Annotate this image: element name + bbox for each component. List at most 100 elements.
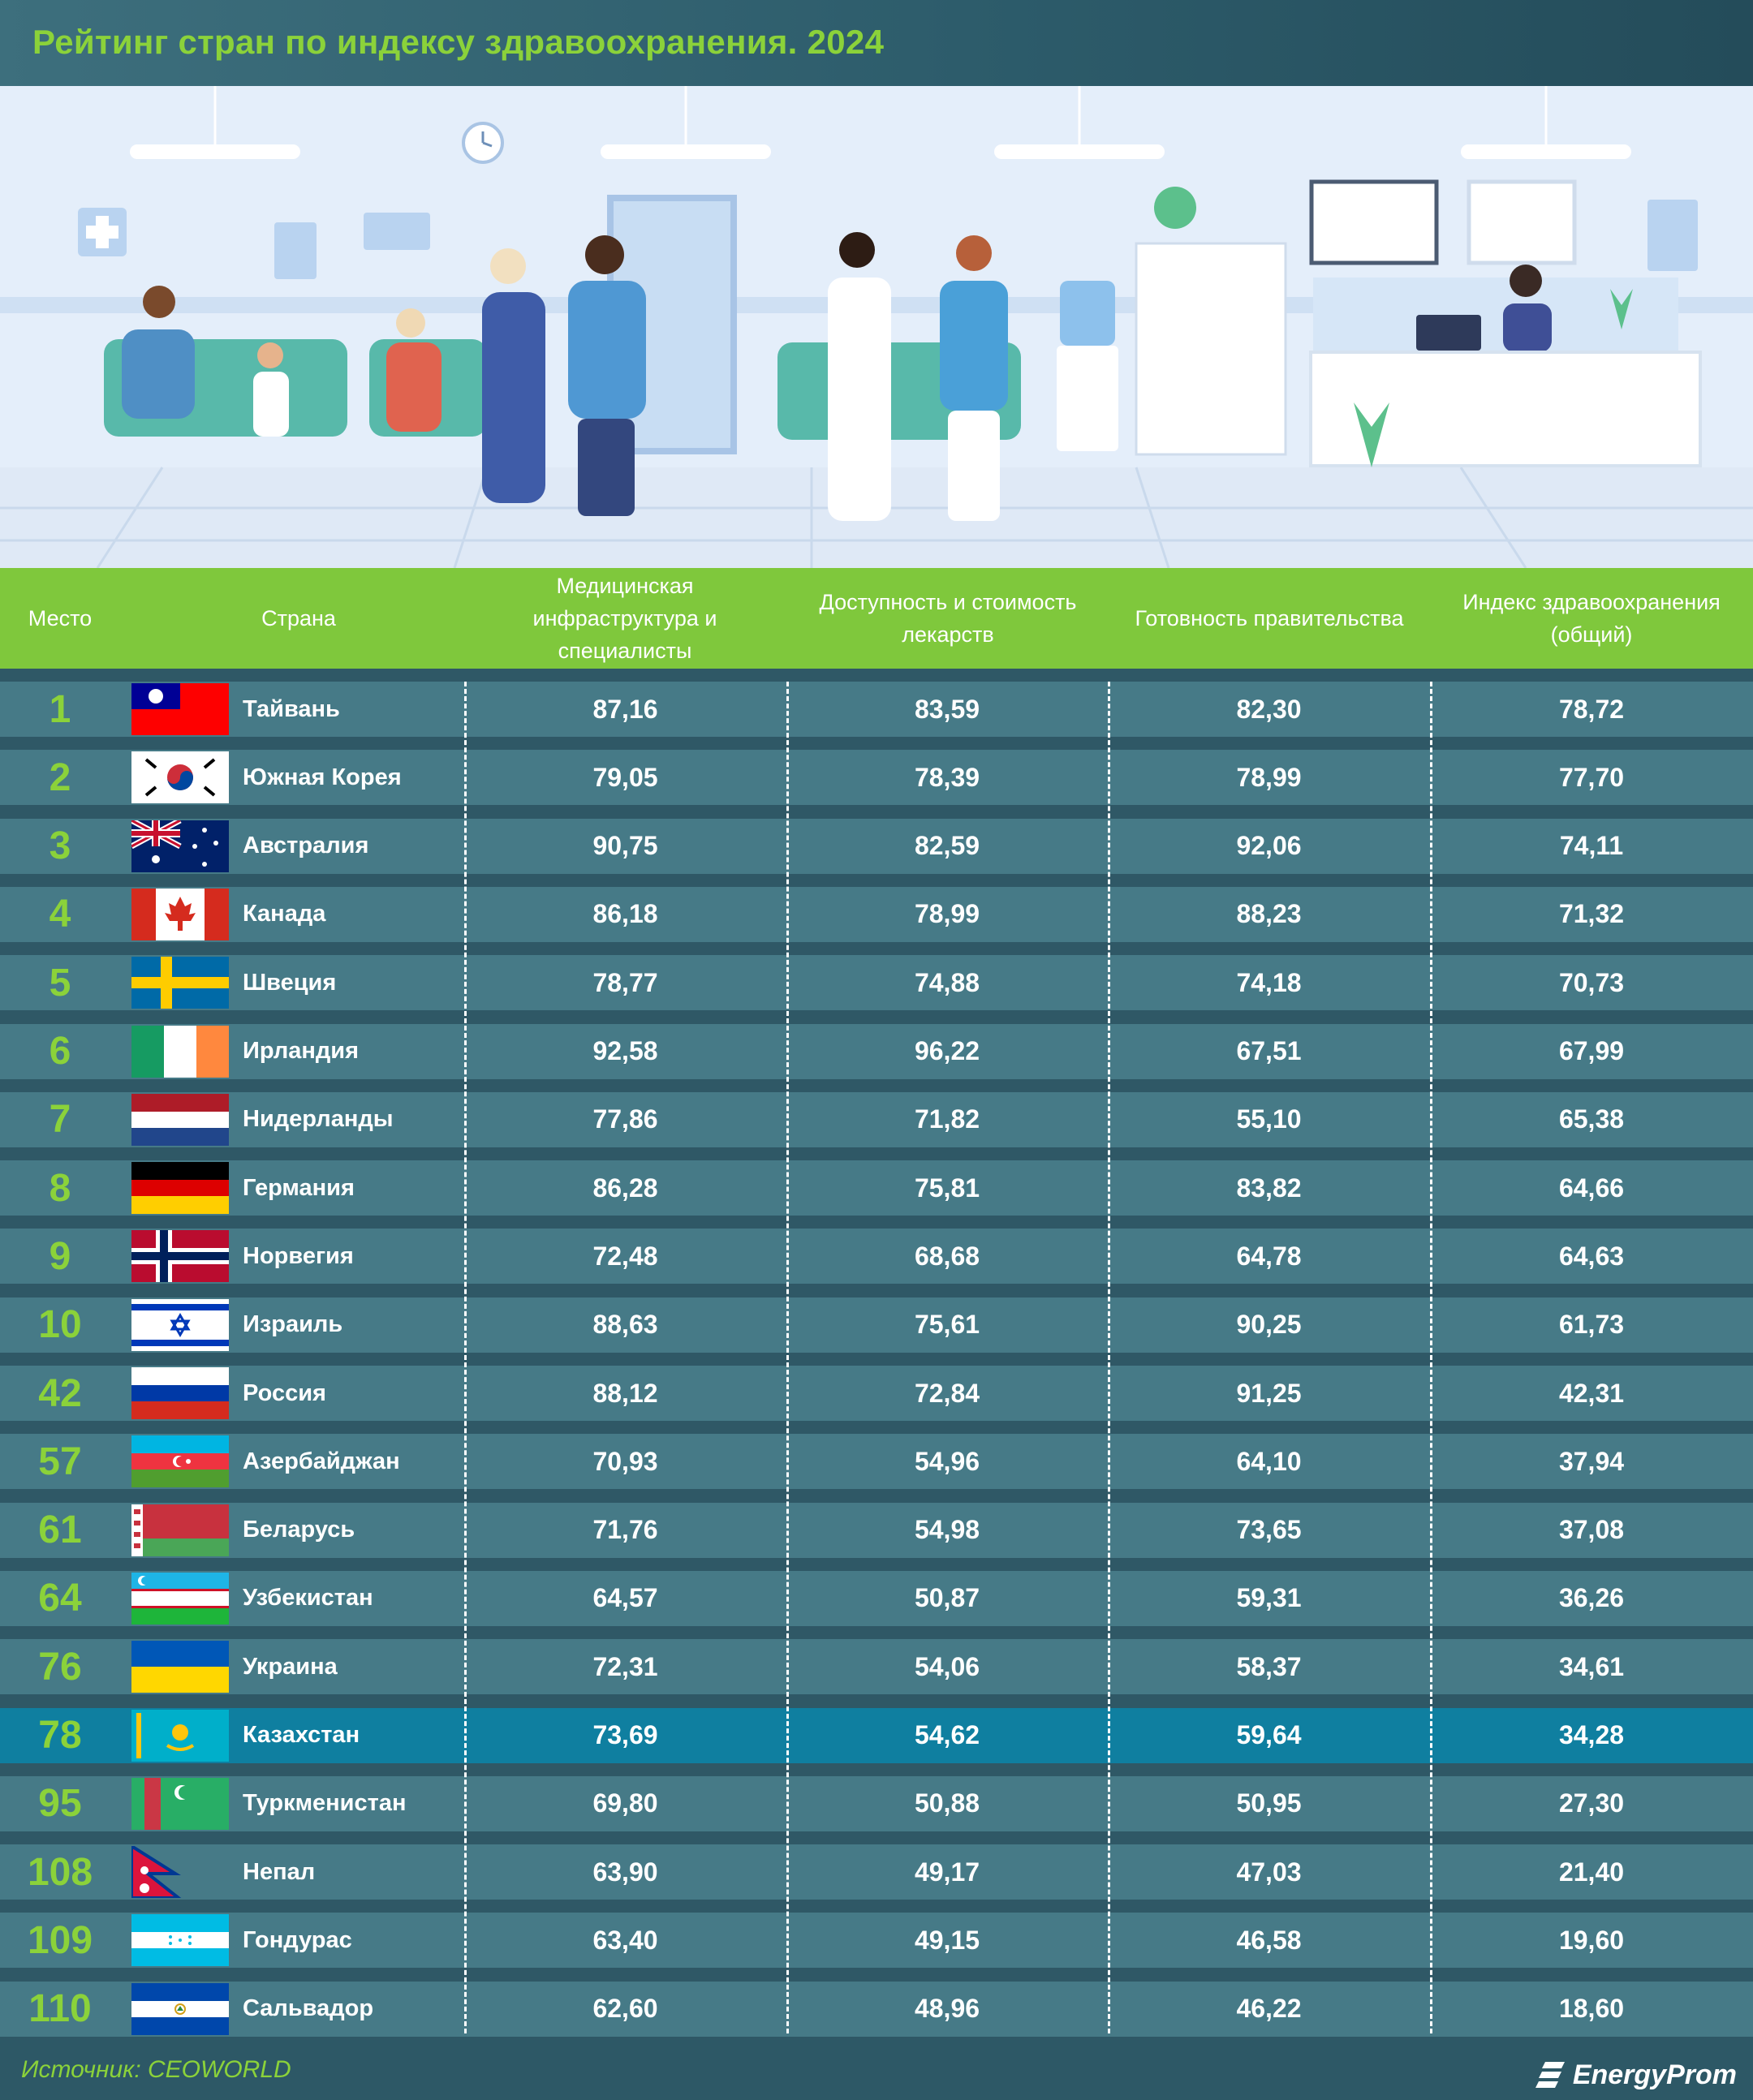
israel-flag-icon	[131, 1298, 229, 1351]
country-cell: Узбекистан	[243, 1585, 373, 1612]
infra-value-cell: 78,77	[592, 967, 658, 997]
azerbaijan-flag-icon	[131, 1435, 229, 1488]
country-cell: Ирландия	[243, 1038, 360, 1064]
country-cell: Израиль	[243, 1311, 343, 1338]
infra-value-cell: 87,16	[592, 694, 658, 724]
rank-cell: 57	[38, 1439, 82, 1483]
gov-value-cell: 92,06	[1236, 831, 1302, 861]
index-value-cell: 37,08	[1558, 1515, 1625, 1545]
netherlands-flag-icon	[131, 1093, 229, 1146]
infra-value-cell: 64,57	[592, 1583, 658, 1613]
table-row: 42 Россия 88,12 72,84 91,25 42,31	[0, 1366, 1753, 1421]
rank-cell: 76	[38, 1645, 82, 1689]
drugs-value-cell: 83,59	[914, 694, 980, 724]
gov-value-cell: 46,58	[1236, 1925, 1302, 1955]
infra-value-cell: 86,28	[592, 1173, 658, 1203]
index-value-cell: 42,31	[1558, 1378, 1625, 1408]
footer: Источник: CEOWORLD EnergyProm	[0, 2040, 1753, 2100]
drugs-value-cell: 74,88	[914, 967, 980, 997]
header-rank: Место	[28, 606, 93, 630]
table-row: 2 Южная Корея 79,05 78,39 78,99 77,70	[0, 750, 1753, 806]
country-cell: Украина	[243, 1653, 338, 1680]
hospital-illustration	[0, 86, 1753, 568]
infra-value-cell: 73,69	[592, 1720, 658, 1749]
canada-flag-icon	[131, 888, 229, 940]
gov-value-cell: 88,23	[1236, 899, 1302, 929]
drugs-value-cell: 54,98	[914, 1515, 980, 1545]
index-value-cell: 18,60	[1558, 1994, 1625, 2024]
brand-logo: EnergyProm	[1535, 2056, 1737, 2094]
country-cell: Тайвань	[243, 695, 340, 722]
gov-value-cell: 55,10	[1236, 1104, 1302, 1134]
country-cell: Азербайджан	[243, 1448, 400, 1474]
infra-value-cell: 92,58	[592, 1036, 658, 1065]
index-value-cell: 77,70	[1558, 762, 1625, 792]
column-divider	[786, 682, 789, 2033]
table-row: 6 Ирландия 92,58 96,22 67,51 67,99	[0, 1023, 1753, 1079]
infra-value-cell: 72,48	[592, 1241, 658, 1271]
header-gov: Готовность правительства	[1135, 606, 1404, 630]
rank-cell: 110	[28, 1987, 92, 2031]
table-row: 76 Украина 72,31 54,06 58,37 34,61	[0, 1639, 1753, 1695]
drugs-value-cell: 49,15	[914, 1925, 980, 1955]
honduras-flag-icon	[131, 1914, 229, 1967]
index-value-cell: 34,28	[1558, 1720, 1625, 1749]
table-row: 3 Австралия 90,75 82,59 92,06 74,11	[0, 817, 1753, 874]
drugs-value-cell: 72,84	[914, 1378, 980, 1408]
gov-value-cell: 47,03	[1236, 1857, 1302, 1887]
country-cell: Гондурас	[243, 1926, 352, 1953]
drugs-value-cell: 75,61	[914, 1310, 980, 1340]
infra-value-cell: 63,40	[592, 1925, 658, 1955]
drugs-value-cell: 50,87	[914, 1583, 980, 1613]
column-divider	[1108, 682, 1110, 2033]
drugs-value-cell: 54,96	[914, 1446, 980, 1476]
index-value-cell: 64,63	[1558, 1241, 1625, 1271]
nepal-flag-icon	[130, 1843, 229, 1900]
table-row: 78 Казахстан 73,69 54,62 59,64 34,28	[0, 1707, 1753, 1763]
country-cell: Россия	[243, 1379, 326, 1406]
table-row: 7 Нидерланды 77,86 71,82 55,10 65,38	[0, 1091, 1753, 1147]
drugs-value-cell: 78,39	[914, 762, 980, 792]
index-value-cell: 78,72	[1558, 694, 1625, 724]
index-value-cell: 27,30	[1558, 1788, 1625, 1818]
australia-flag-icon	[130, 817, 229, 872]
index-value-cell: 34,61	[1558, 1651, 1625, 1681]
gov-value-cell: 83,82	[1236, 1173, 1302, 1203]
gov-value-cell: 58,37	[1236, 1651, 1302, 1681]
brand-name: EnergyProm	[1572, 2059, 1737, 2090]
gov-value-cell: 78,99	[1236, 762, 1302, 792]
gov-value-cell: 59,31	[1236, 1583, 1302, 1613]
table-row: 95 Туркменистан 69,80 50,88 50,95 27,30	[0, 1775, 1753, 1831]
rank-cell: 95	[38, 1782, 82, 1826]
country-cell: Непал	[243, 1858, 316, 1885]
rank-cell: 42	[38, 1371, 82, 1415]
table-row: 110 Сальвадор 62,60 48,96 46,22 18,60	[0, 1981, 1753, 2037]
rank-cell: 2	[49, 755, 71, 799]
belarus-flag-icon	[131, 1504, 229, 1556]
index-value-cell: 64,66	[1558, 1173, 1625, 1203]
turkmenistan-flag-icon	[131, 1777, 229, 1830]
russia-flag-icon	[131, 1367, 229, 1419]
country-cell: Сальвадор	[243, 1995, 374, 2022]
rank-cell: 61	[38, 1508, 82, 1552]
uzbekistan-flag-icon	[131, 1572, 229, 1624]
south-korea-flag-icon	[131, 751, 229, 804]
taiwan-flag-icon	[131, 683, 229, 735]
rank-cell: 109	[27, 1918, 93, 1962]
drugs-value-cell: 50,88	[914, 1788, 980, 1818]
table-row: 1 Тайвань 87,16 83,59 82,30 78,72	[0, 682, 1753, 737]
country-cell: Германия	[243, 1174, 355, 1201]
country-cell: Беларусь	[243, 1517, 355, 1543]
table-row: 64 Узбекистан 64,57 50,87 59,31 36,26	[0, 1570, 1753, 1626]
gov-value-cell: 64,10	[1236, 1446, 1302, 1476]
table-row: 5 Швеция 78,77 74,88 74,18 70,73	[0, 955, 1753, 1011]
gov-value-cell: 64,78	[1236, 1241, 1302, 1271]
gov-value-cell: 90,25	[1236, 1310, 1302, 1340]
drugs-value-cell: 96,22	[914, 1036, 980, 1065]
gov-value-cell: 73,65	[1236, 1515, 1302, 1545]
rank-cell: 4	[49, 893, 71, 936]
country-cell: Казахстан	[243, 1722, 360, 1748]
rank-cell: 64	[38, 1577, 82, 1620]
drugs-value-cell: 54,62	[914, 1720, 980, 1749]
country-cell: Норвегия	[243, 1242, 354, 1269]
